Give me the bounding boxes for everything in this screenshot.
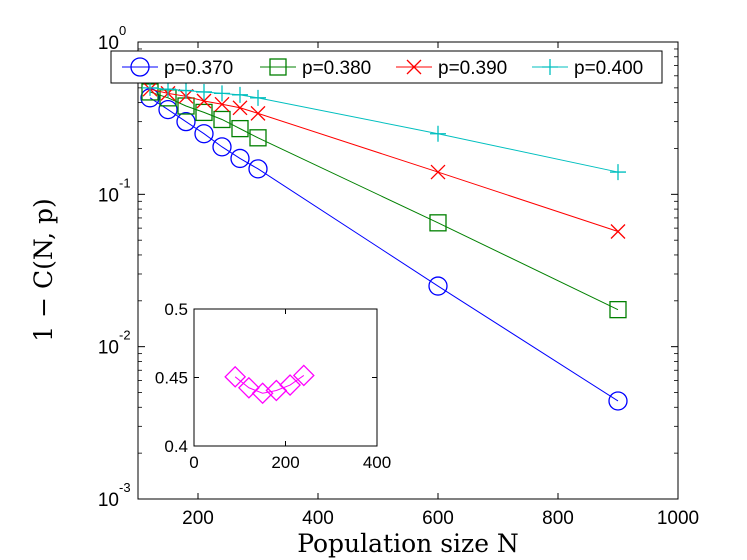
data-point-p=0.390 [430, 164, 446, 180]
data-point-p=0.390 [232, 100, 248, 116]
data-point-p=0.370 [176, 112, 196, 132]
x-tick-label: 400 [302, 508, 334, 529]
data-point-p=0.370 [194, 124, 214, 144]
data-point-p=0.390 [214, 96, 230, 112]
inset-plot: 0 200 400 0.4 0.45 0.5 [155, 300, 391, 472]
inset-y-tick-label: 0.4 [164, 437, 188, 456]
inset-data-point [292, 364, 315, 387]
x-tick-label: 1000 [657, 508, 699, 529]
legend-entry: p=0.370 [122, 57, 233, 79]
inset-x-tick-label: 0 [189, 453, 198, 472]
legend-label: p=0.390 [438, 58, 507, 79]
data-point-p=0.370 [428, 276, 448, 296]
y-tick-label: 10-2 [98, 328, 131, 359]
y-tick-label: 10-1 [98, 175, 131, 206]
y-axis-label: 1 − C(N, p) [29, 198, 58, 342]
svg-text:-2: -2 [119, 328, 131, 343]
svg-text:10: 10 [98, 33, 119, 54]
inset-series-line [234, 375, 305, 394]
data-point-p=0.380 [213, 110, 231, 129]
inset-data-point [224, 365, 247, 388]
legend-marker [269, 58, 287, 76]
data-point-p=0.380 [231, 119, 249, 138]
data-point-p=0.400 [160, 81, 176, 98]
y-tick-label: 10-3 [98, 480, 131, 511]
inset-data-point [251, 382, 274, 405]
data-point-p=0.370 [608, 391, 628, 411]
legend-marker [542, 59, 558, 75]
inset-axes-frame [193, 308, 378, 447]
inset-series-group [224, 364, 315, 405]
svg-text:-1: -1 [119, 175, 131, 190]
legend-marker [130, 57, 150, 77]
legend: p=0.370 p=0.380 p=0.390 p=0.400 [110, 50, 663, 84]
legend-entry: p=0.390 [396, 58, 507, 79]
data-point-p=0.400 [430, 125, 446, 142]
svg-text:10: 10 [98, 185, 119, 206]
data-point-p=0.390 [610, 224, 626, 239]
inset-x-tick-label: 200 [271, 453, 299, 472]
data-point-p=0.370 [230, 148, 250, 169]
x-tick-label: 200 [182, 508, 214, 529]
data-point-p=0.400 [196, 83, 212, 100]
data-point-p=0.400 [610, 164, 626, 181]
svg-text:10: 10 [98, 490, 119, 511]
data-point-p=0.400 [232, 86, 248, 103]
x-axis-label: Population size N [297, 529, 519, 558]
x-tick-label: 600 [422, 508, 454, 529]
legend-entry: p=0.400 [532, 58, 643, 79]
y-tick-label: 100 [98, 23, 126, 54]
inset-ticks: 0 200 400 0.4 0.45 0.5 [155, 300, 391, 472]
x-tick-label: 800 [542, 508, 574, 529]
data-point-p=0.400 [250, 89, 266, 106]
legend-entry: p=0.380 [260, 58, 371, 79]
series-line-p=0.380 [149, 91, 619, 311]
data-point-p=0.370 [212, 137, 232, 157]
legend-label: p=0.400 [574, 58, 643, 79]
data-point-p=0.370 [248, 159, 268, 179]
inset-x-tick-label: 400 [363, 453, 391, 472]
svg-text:10: 10 [98, 338, 119, 359]
data-point-p=0.380 [195, 103, 213, 122]
legend-marker [406, 59, 422, 75]
data-point-p=0.380 [249, 129, 267, 147]
svg-text:0: 0 [119, 23, 126, 38]
series-line-p=0.370 [149, 97, 619, 402]
inset-y-tick-label: 0.5 [164, 300, 188, 319]
data-point-p=0.380 [429, 214, 447, 232]
inset-data-point [279, 374, 301, 396]
legend-items: p=0.370 p=0.380 p=0.390 p=0.400 [122, 57, 643, 79]
data-point-p=0.370 [158, 99, 178, 120]
legend-label: p=0.370 [164, 58, 233, 79]
legend-box [110, 50, 663, 84]
data-point-p=0.390 [196, 93, 212, 109]
inset-y-tick-label: 0.45 [155, 369, 188, 388]
data-point-p=0.400 [178, 82, 194, 99]
svg-text:-3: -3 [119, 480, 131, 495]
inset-data-point [237, 376, 260, 399]
main-series-group [140, 79, 628, 411]
legend-label: p=0.380 [302, 58, 371, 79]
data-point-p=0.390 [250, 105, 266, 121]
data-point-p=0.380 [609, 300, 627, 319]
data-point-p=0.400 [214, 85, 230, 102]
